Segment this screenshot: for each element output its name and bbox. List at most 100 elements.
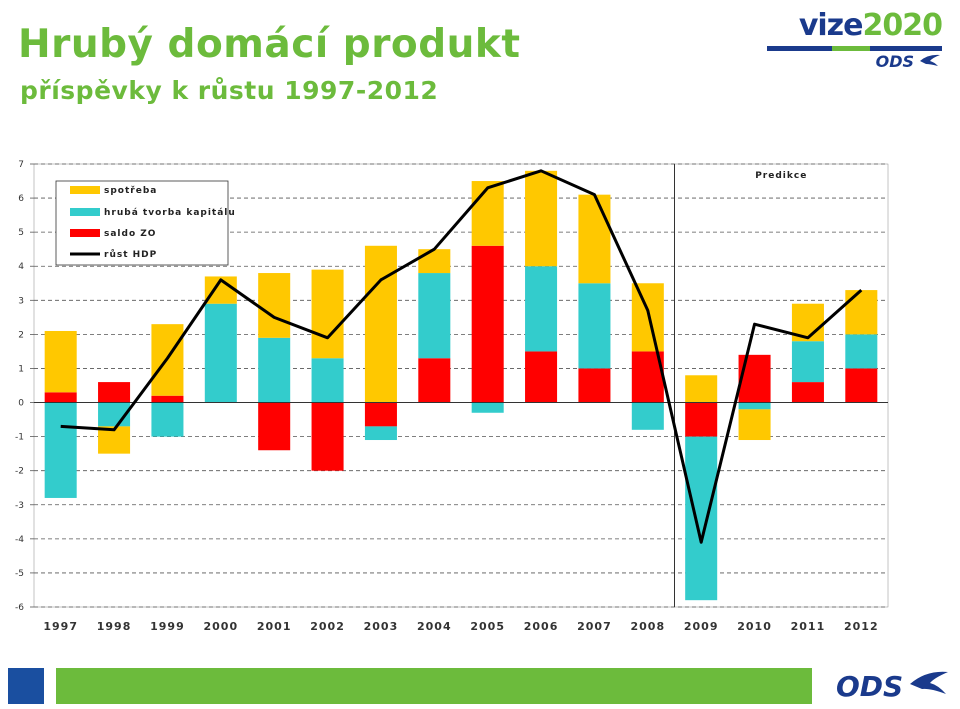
y-tick-label: 7: [18, 160, 24, 170]
y-tick-label: -4: [15, 535, 24, 545]
bar-segment: [631, 402, 664, 430]
x-category-label: 2006: [524, 620, 559, 633]
y-tick-label: -5: [15, 569, 24, 579]
bar-segment: [525, 351, 558, 403]
y-tick-label: 5: [18, 228, 24, 238]
x-category-label: 2008: [631, 620, 666, 633]
y-tick-label: 1: [18, 364, 24, 374]
bar-segment: [578, 283, 611, 369]
gdp-growth-line: [60, 169, 863, 544]
bar-segment: [311, 269, 344, 359]
legend-label-hdp: růst HDP: [104, 249, 157, 260]
bar-segment: [578, 368, 611, 403]
footer-green-bar: [56, 668, 812, 704]
bar-segment: [845, 290, 878, 335]
vize2020-logo: vize2020 ODS: [752, 8, 943, 71]
y-tick-label: 0: [18, 399, 24, 409]
x-category-label: 1999: [150, 620, 185, 633]
x-category-label: 1997: [43, 620, 78, 633]
bar-segment: [204, 303, 237, 403]
legend-swatch-spotreba: [70, 186, 100, 194]
x-category-label: 2003: [364, 620, 399, 633]
bar-segment: [578, 194, 611, 284]
x-category-label: 2011: [791, 620, 826, 633]
y-axis-ticks: 7 6 5 4 3 2 1 0 -1 -2 -3 -4 -5 -6: [15, 160, 34, 613]
bar-segment: [738, 409, 771, 441]
bar-segment: [845, 334, 878, 369]
bar-segment: [311, 358, 344, 403]
ods-bird-icon: [920, 54, 940, 66]
x-category-label: 2005: [470, 620, 505, 633]
bar-segment: [791, 382, 824, 403]
footer-ods-logo: ODS: [836, 670, 904, 703]
bar-segment: [364, 402, 397, 427]
bar-segment: [685, 436, 718, 601]
ods-logo-text: ODS: [875, 52, 914, 71]
x-category-label: 1998: [97, 620, 132, 633]
page-title: Hrubý domácí produkt: [18, 22, 521, 67]
bar-segment: [258, 337, 291, 403]
legend-label-saldo: saldo ZO: [104, 229, 156, 239]
prediction-label: Predikce: [755, 171, 807, 181]
vize-text: vize: [798, 8, 864, 43]
bar-segment: [791, 341, 824, 383]
legend: spotřeba hrubá tvorba kapitálu saldo ZO …: [55, 180, 236, 266]
bar-segment: [364, 426, 397, 441]
x-axis-categories: 1997 1998 1999 2000 2001 2002 2003 2004 2005 2006…: [43, 620, 879, 633]
bar-segment: [418, 249, 451, 274]
x-category-label: 2007: [577, 620, 612, 633]
x-category-label: 2012: [844, 620, 879, 633]
y-tick-label: 4: [18, 262, 24, 272]
bar-segment: [631, 283, 664, 352]
bar-segment: [98, 382, 131, 403]
x-category-label: 2000: [204, 620, 239, 633]
bar-segment: [44, 330, 77, 393]
bar-segment: [258, 402, 291, 451]
bar-segment: [258, 273, 291, 338]
bar-segment: [525, 170, 558, 267]
y-tick-label: -6: [15, 603, 24, 613]
bar-segment: [364, 245, 397, 403]
bar-segment: [685, 375, 718, 403]
bar-segment: [44, 402, 77, 498]
ods-bird-icon: [910, 671, 948, 694]
bar-segment: [525, 266, 558, 352]
x-category-label: 2001: [257, 620, 292, 633]
bar-segment: [418, 358, 451, 403]
logo-underline-accent: [832, 46, 870, 51]
bar-segment: [738, 402, 771, 410]
x-category-label: 2002: [310, 620, 345, 633]
gdp-chart: 7 6 5 4 3 2 1 0 -1 -2 -3 -4 -5 -6 Predikce 1997 1998 19…: [0, 150, 960, 650]
legend-label-kapital: hrubá tvorba kapitálu: [104, 208, 236, 218]
bar-segment: [738, 354, 771, 403]
bar-segment: [845, 368, 878, 403]
bar-segment: [471, 402, 504, 413]
page-subtitle: příspěvky k růstu 1997-2012: [20, 76, 439, 105]
bar-segment: [44, 392, 77, 403]
bar-segment: [151, 402, 184, 437]
bar-segment: [311, 402, 344, 471]
legend-box: [55, 180, 229, 266]
bar-segment: [418, 273, 451, 359]
y-tick-label: 2: [18, 330, 24, 340]
x-category-label: 2004: [417, 620, 452, 633]
y-tick-label: -1: [15, 433, 24, 443]
y-tick-label: -3: [15, 501, 24, 511]
y-tick-label: 6: [18, 194, 24, 204]
legend-label-spotreba: spotřeba: [104, 186, 157, 196]
legend-swatch-saldo: [70, 229, 100, 237]
footer-blue-square: [8, 668, 44, 704]
bar-segment: [471, 245, 504, 403]
y-tick-label: -2: [15, 467, 24, 477]
vize2020-wordmark: vize2020: [798, 8, 943, 43]
bar-segment: [471, 181, 504, 246]
x-category-label: 2009: [684, 620, 719, 633]
bar-segment: [151, 395, 184, 403]
y-tick-label: 3: [18, 296, 24, 306]
x-category-label: 2010: [737, 620, 772, 633]
legend-swatch-kapital: [70, 208, 100, 216]
bars: [44, 170, 878, 601]
year-text: 2020: [862, 8, 943, 43]
bar-segment: [685, 402, 718, 437]
